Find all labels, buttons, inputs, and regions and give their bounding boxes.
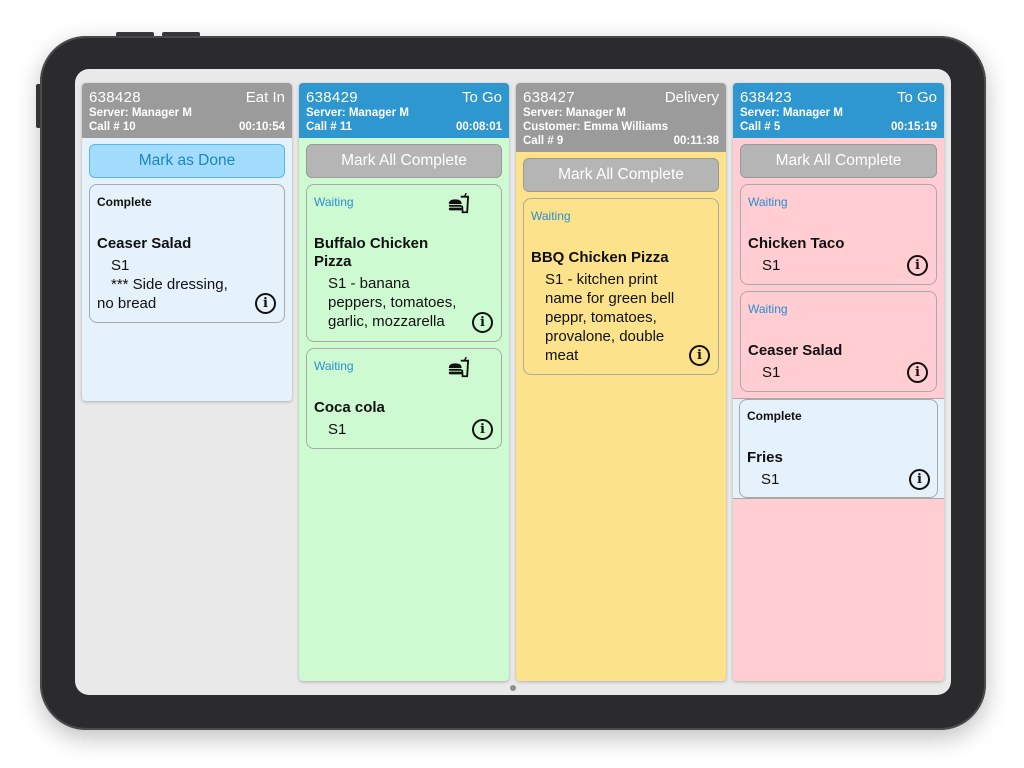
card-outline <box>739 399 938 498</box>
server-name: Server: Manager M <box>89 107 192 119</box>
item-seat: S1 <box>761 471 780 488</box>
call-number: Call # 11 <box>306 121 353 133</box>
item-status: Waiting <box>748 195 788 209</box>
order-item-card[interactable]: Waiting BBQ Chicken Pizza S1 - kitchen p… <box>523 198 719 375</box>
item-note: no bread <box>97 295 157 312</box>
order-header[interactable]: 638428 Eat In Server: Manager M Call # 1… <box>82 83 292 138</box>
order-header[interactable]: 638423 To Go Server: Manager M Call # 5 … <box>733 83 944 138</box>
fast-food-icon <box>448 193 469 214</box>
order-timer: 00:08:01 <box>455 121 502 133</box>
fast-food-icon <box>448 357 469 378</box>
item-status: Complete <box>97 195 152 209</box>
volume-button <box>162 32 200 37</box>
call-number: Call # 5 <box>740 121 781 133</box>
server-name: Server: Manager M <box>523 107 626 119</box>
order-timer: 00:11:38 <box>673 135 719 147</box>
mark-as-done-button[interactable]: Mark as Done <box>89 144 285 178</box>
mark-all-complete-button[interactable]: Mark All Complete <box>740 144 937 178</box>
item-status: Complete <box>747 409 802 423</box>
item-name: Fries <box>747 449 783 466</box>
item-name: Chicken Taco <box>748 235 845 252</box>
order-item-card[interactable]: Waiting Chicken Taco S1 i <box>740 184 937 285</box>
order-number: 638423 <box>740 89 792 106</box>
info-icon[interactable]: i <box>909 469 930 490</box>
mark-all-complete-button[interactable]: Mark All Complete <box>306 144 502 178</box>
home-indicator <box>510 685 516 691</box>
order-ticket: 638423 To Go Server: Manager M Call # 5 … <box>733 83 944 681</box>
info-icon[interactable]: i <box>472 312 493 333</box>
order-type: To Go <box>461 89 502 106</box>
order-ticket: 638427 Delivery Server: Manager M Custom… <box>516 83 726 681</box>
item-status: Waiting <box>314 195 354 209</box>
order-type: Delivery <box>664 89 719 106</box>
item-note: *** Side dressing, <box>111 276 228 293</box>
call-number: Call # 10 <box>89 121 136 133</box>
server-name: Server: Manager M <box>306 107 409 119</box>
item-seat: S1 <box>328 421 347 438</box>
volume-button <box>116 32 154 37</box>
item-seat: S1 <box>762 364 781 381</box>
item-status: Waiting <box>314 359 354 373</box>
power-button <box>36 84 41 128</box>
info-icon[interactable]: i <box>907 362 928 383</box>
order-item-card[interactable]: Waiting Buffalo Chicken Pizza S1 - banan… <box>306 184 502 342</box>
order-ticket: 638429 To Go Server: Manager M Call # 11… <box>299 83 509 681</box>
item-name: Ceaser Salad <box>97 235 192 252</box>
info-icon[interactable]: i <box>907 255 928 276</box>
order-type: To Go <box>896 89 937 106</box>
item-status: Waiting <box>531 209 571 223</box>
item-status: Waiting <box>748 302 788 316</box>
order-number: 638428 <box>89 89 141 106</box>
order-item-card[interactable]: Waiting Ceaser Salad S1 i <box>740 291 937 392</box>
item-name: Buffalo Chicken Pizza <box>314 235 429 270</box>
mark-all-complete-button[interactable]: Mark All Complete <box>523 158 719 192</box>
item-detail: S1 - banana peppers, tomatoes, garlic, m… <box>328 275 457 330</box>
order-type: Eat In <box>245 89 285 106</box>
customer-name: Customer: Emma Williams <box>523 121 668 133</box>
info-icon[interactable]: i <box>689 345 710 366</box>
order-ticket: 638428 Eat In Server: Manager M Call # 1… <box>82 83 292 401</box>
item-seat: S1 <box>111 257 130 274</box>
call-number: Call # 9 <box>523 135 564 147</box>
info-icon[interactable]: i <box>472 419 493 440</box>
order-timer: 00:15:19 <box>890 121 937 133</box>
order-header[interactable]: 638429 To Go Server: Manager M Call # 11… <box>299 83 509 138</box>
order-timer: 00:10:54 <box>238 121 285 133</box>
server-name: Server: Manager M <box>740 107 843 119</box>
info-icon[interactable]: i <box>255 293 276 314</box>
order-number: 638427 <box>523 89 575 106</box>
item-detail: S1 - kitchen print name for green bell p… <box>545 271 675 364</box>
item-name: Coca cola <box>314 399 385 416</box>
order-number: 638429 <box>306 89 358 106</box>
order-item-card[interactable]: Complete Ceaser Salad S1 *** Side dressi… <box>89 184 285 323</box>
item-seat: S1 <box>762 257 781 274</box>
item-name: BBQ Chicken Pizza <box>531 249 669 266</box>
kitchen-display-screen: 638428 Eat In Server: Manager M Call # 1… <box>75 69 951 695</box>
order-item-card[interactable]: Waiting Coca cola S1 i <box>306 348 502 449</box>
order-item-card[interactable]: Complete Fries S1 i <box>733 398 944 499</box>
order-header[interactable]: 638427 Delivery Server: Manager M Custom… <box>516 83 726 152</box>
item-name: Ceaser Salad <box>748 342 843 359</box>
